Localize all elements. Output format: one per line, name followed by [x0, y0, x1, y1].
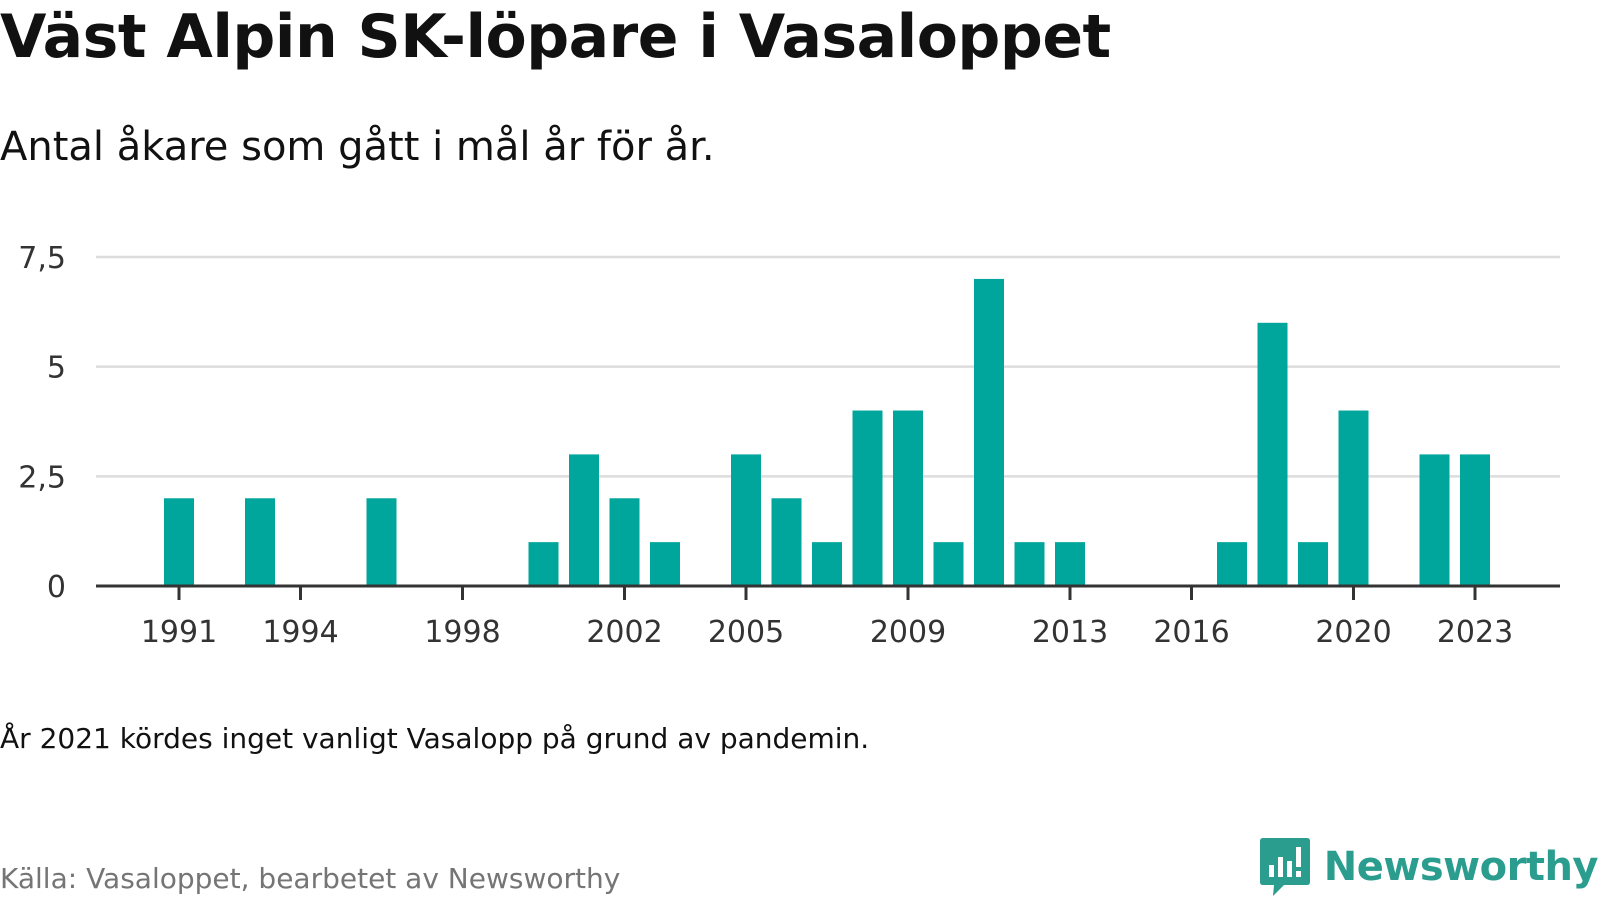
y-tick-label: 5 — [47, 351, 66, 386]
y-tick-label: 0 — [47, 570, 66, 605]
x-tick-label: 2023 — [1437, 615, 1513, 650]
bar-1991 — [164, 498, 194, 586]
chart-title: Väst Alpin SK-löpare i Vasaloppet — [0, 2, 1111, 72]
y-axis-labels: 0 2,5 5 7,5 — [18, 241, 66, 605]
gridlines — [96, 255, 1560, 478]
x-tick-label: 2002 — [586, 615, 662, 650]
bar-1993 — [245, 498, 275, 586]
x-tick-label: 1991 — [141, 615, 217, 650]
bar-2012 — [1014, 542, 1045, 586]
x-tick-label: 2020 — [1315, 615, 1391, 650]
bar-2002 — [609, 498, 640, 586]
bar-2000 — [528, 542, 559, 586]
bar-2008 — [852, 410, 883, 586]
bar-2023 — [1460, 454, 1490, 586]
x-tick-label: 2013 — [1032, 615, 1108, 650]
x-axis — [96, 584, 1560, 600]
bar-2019 — [1298, 542, 1328, 586]
bar-2007 — [812, 542, 842, 586]
x-tick-label: 1994 — [262, 615, 338, 650]
brand-name: Newsworthy — [1323, 844, 1599, 890]
bar-chart: 0 2,5 5 7,5 1991 1994 1998 2002 2005 2009 2013 201… — [18, 241, 1560, 650]
bar-1996 — [366, 498, 397, 586]
bar-2017 — [1217, 542, 1247, 586]
x-tick-label: 2005 — [708, 615, 784, 650]
chart-bubble-icon — [1259, 838, 1310, 896]
newsworthy-logo: Newsworthy — [1259, 838, 1599, 896]
x-tick-label: 1998 — [424, 615, 500, 650]
bar-2003 — [650, 542, 680, 586]
bar-2011 — [974, 278, 1004, 586]
x-tick-label: 2016 — [1153, 615, 1229, 650]
bars — [164, 278, 1490, 586]
x-axis-labels: 1991 1994 1998 2002 2005 2009 2013 2016 2020 2023 — [141, 615, 1513, 650]
bar-2006 — [771, 498, 802, 586]
chart-subtitle: Antal åkare som gått i mål år för år. — [0, 124, 715, 170]
bar-2013 — [1055, 542, 1085, 586]
source-text: Källa: Vasaloppet, bearbetet av Newswort… — [0, 862, 621, 895]
x-tick-label: 2009 — [870, 615, 946, 650]
bar-2009 — [893, 410, 923, 586]
bar-2022 — [1419, 454, 1450, 586]
y-tick-label: 2,5 — [18, 460, 66, 495]
chart-note: År 2021 kördes inget vanligt Vasalopp på… — [0, 722, 870, 755]
y-tick-label: 7,5 — [18, 241, 66, 276]
bar-2020 — [1338, 410, 1369, 586]
bar-2018 — [1257, 322, 1288, 586]
bar-2001 — [569, 454, 599, 586]
bar-2005 — [731, 454, 761, 586]
bar-2010 — [933, 542, 964, 586]
